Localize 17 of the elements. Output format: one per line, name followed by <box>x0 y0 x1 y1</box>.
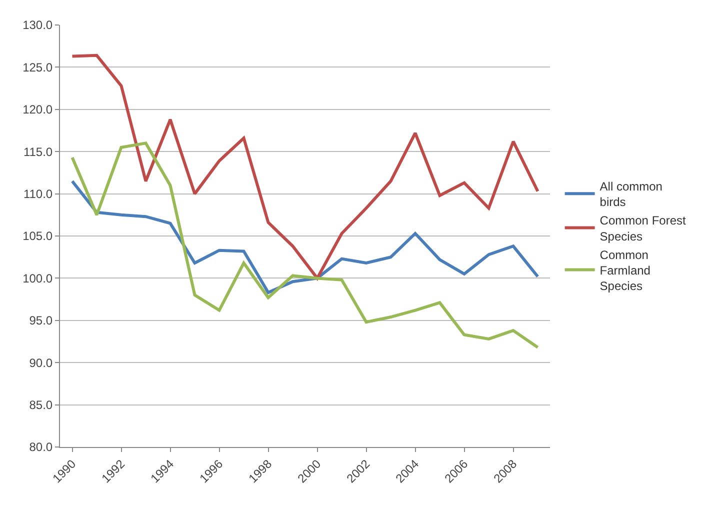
y-tick-label: 80.0 <box>29 440 53 454</box>
line-series <box>70 54 540 280</box>
line-series <box>70 180 540 294</box>
y-tick-label: 90.0 <box>29 356 53 370</box>
legend-label: Common Farmland Species <box>600 248 650 294</box>
y-tick-label: 100.0 <box>22 271 53 286</box>
legend-label: All common birds <box>600 179 662 210</box>
legend-label: Common Forest Species <box>600 214 686 244</box>
y-tick-label: 125.0 <box>22 60 53 74</box>
y-tick-label: 130.0 <box>22 18 53 32</box>
y-tick-label: 110.0 <box>23 187 53 201</box>
y-tick-label: 105.0 <box>22 229 53 244</box>
y-tick-label: 95.0 <box>29 314 53 328</box>
y-tick-label: 115.0 <box>23 144 53 159</box>
y-tick-label: 85.0 <box>29 398 53 412</box>
line-series <box>70 142 540 349</box>
y-tick-label: 120.0 <box>22 102 53 117</box>
